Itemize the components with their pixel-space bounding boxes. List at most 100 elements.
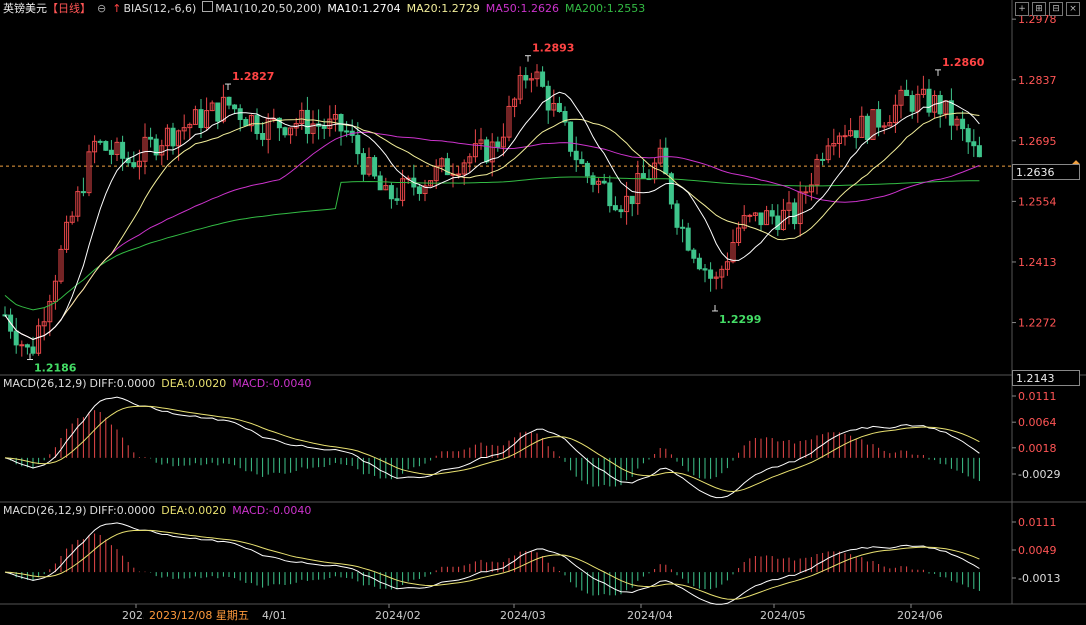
price-tick-label: 1.2413 [1018,256,1057,269]
symbol-name: 英镑美元 [3,2,47,15]
candle [674,203,680,228]
candle [159,145,165,156]
macd1-tick-label: 0.0018 [1018,442,1057,455]
candle [187,123,193,129]
macd2-title: MACD(26,12,9) [3,504,87,517]
candle [92,140,98,153]
candle [114,141,120,155]
candle [764,210,770,226]
scroll-up-icon [1072,160,1080,165]
candle [489,141,495,163]
candle [422,185,428,194]
candle [792,202,798,225]
candle [976,145,982,158]
candle [58,248,64,282]
candle [512,98,518,107]
candle [226,96,232,106]
candle [377,175,383,191]
candle [579,159,585,164]
candle [590,175,596,185]
candle [338,114,344,132]
candle [758,212,764,226]
candle [232,104,238,110]
candle [607,182,613,207]
ma20-line [4,112,980,340]
bias-label: BIAS(12,-6,6) [123,2,197,15]
candle [47,300,53,323]
ma-toggle-icon[interactable] [202,1,214,12]
candle [780,209,786,230]
macd2-dea-line [4,529,980,600]
candle [500,136,506,148]
time-label: 2024/02 [375,609,421,622]
candle [848,130,854,137]
candle [176,130,182,147]
candle [142,136,148,162]
close-icon[interactable]: × [1066,2,1080,16]
candle [685,227,691,251]
candle [573,150,579,161]
settings-icon[interactable]: ⊟ [1049,2,1063,16]
candle [624,195,630,213]
candle [198,109,204,129]
candle [892,104,898,124]
candle [551,102,557,111]
candle [136,160,142,168]
candle [831,142,837,147]
candle [657,147,663,164]
macd1-tick-label: 0.0111 [1018,390,1057,403]
candle [148,136,154,140]
candle [724,261,730,270]
candle [181,127,187,132]
ma50-line [4,131,980,340]
candle [478,139,484,145]
candle [355,134,361,155]
candle [394,198,400,201]
candle [797,191,803,225]
candle [243,118,249,127]
candle [719,268,725,278]
candle [937,95,943,115]
high-label-2: 1.2893 [532,42,574,55]
candle [803,191,809,194]
zoom-icon[interactable]: ⊞ [1032,2,1046,16]
candle [86,151,92,194]
candle [680,226,686,229]
macd1-tick-label: -0.0029 [1018,468,1060,481]
candle [747,214,753,217]
candle [433,165,439,182]
candle [562,111,568,123]
period-label[interactable]: 【日线】 [47,2,91,15]
candle [540,71,546,87]
candle [310,123,316,134]
candle [366,157,372,175]
candle [842,135,848,138]
candle [876,109,882,128]
candle [64,221,70,250]
time-label-partial: 4/01 [262,609,287,622]
collapse-icon[interactable]: ⊖ [97,2,107,15]
candle [461,162,467,175]
macd2-diff-line [4,522,980,605]
candle [870,109,876,140]
candle [170,127,176,147]
high-label-3: 1.2860 [942,56,985,69]
candle [702,268,708,271]
candle [965,128,971,143]
time-label: 2024/06 [897,609,943,622]
candle [909,95,915,112]
crosshair-icon[interactable]: + [1015,2,1029,16]
candle [601,180,607,184]
candle [820,158,826,161]
candle [736,227,742,244]
price-tick-label: 1.2272 [1018,317,1057,330]
ma10-line [4,91,980,340]
time-label: 2024/03 [500,609,546,622]
price-tick-label: 1.2695 [1018,135,1057,148]
candle [220,96,226,122]
candle [388,185,394,200]
candle [741,215,747,229]
candle [730,242,736,263]
candle [523,75,529,81]
